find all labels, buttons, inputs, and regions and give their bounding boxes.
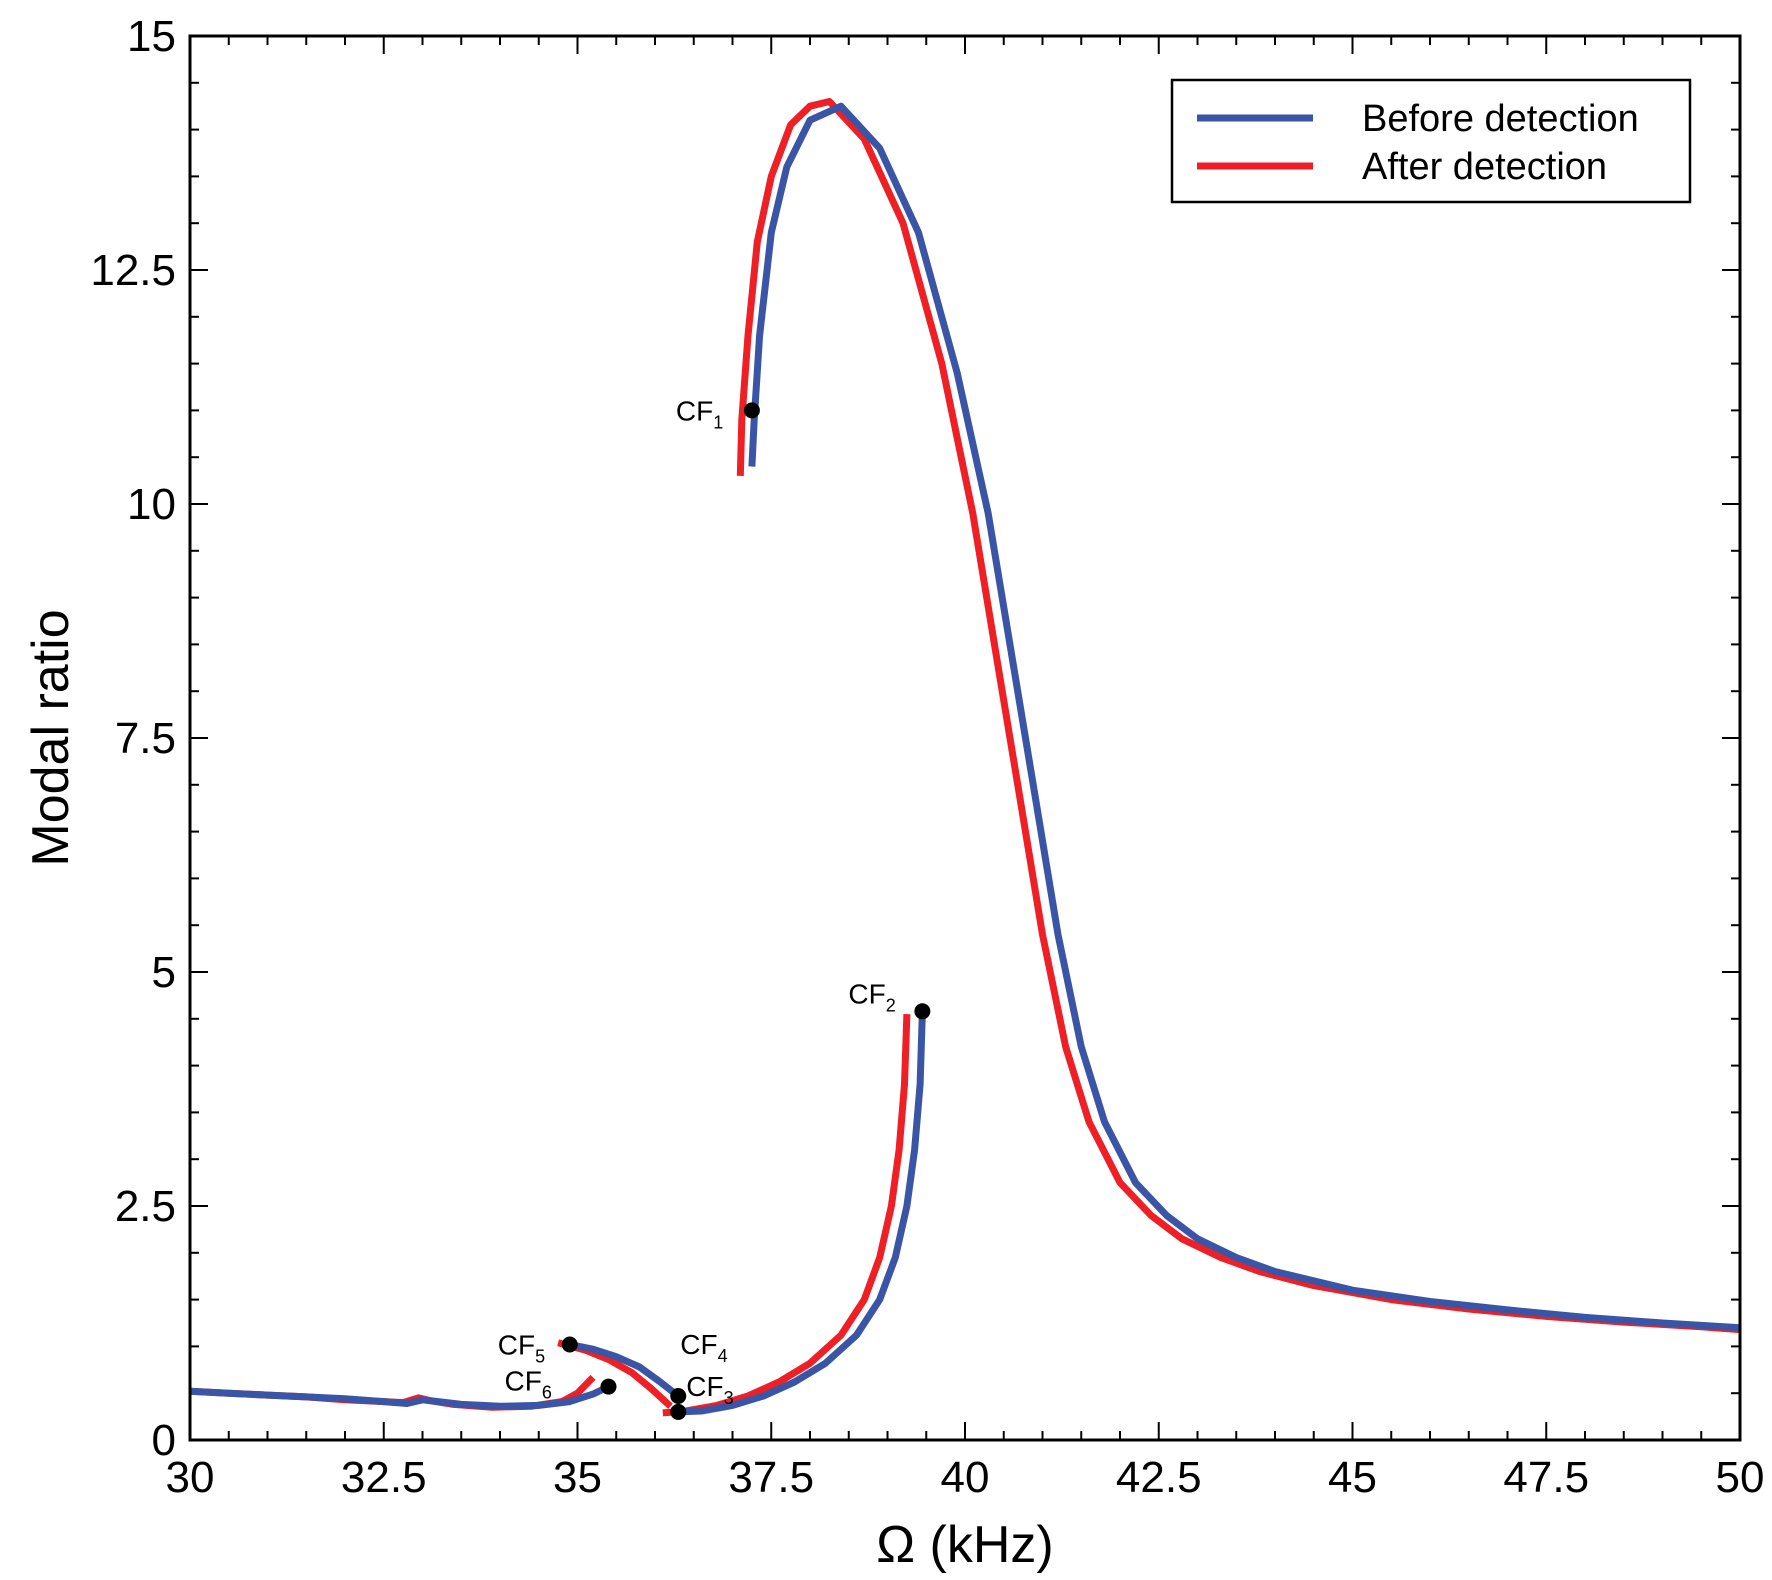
cf6-label: CF6 [505,1366,552,1403]
before-detection-line-branch-1 [748,102,1741,1332]
y-tick-label: 12.5 [90,246,176,295]
x-tick-label: 42.5 [1116,1453,1202,1502]
legend: Before detection After detection [1170,78,1692,204]
x-axis-title: Ω (kHz) [876,1516,1054,1574]
cf2-marker [914,1003,931,1020]
plot-frame [188,34,1742,1442]
x-tick-label: 30 [166,1453,215,1502]
cf5-label: CF5 [498,1330,545,1367]
cf1-marker [743,402,760,419]
cf6-marker [600,1378,617,1395]
cf4-marker [670,1388,687,1405]
y-tick-label: 7.5 [115,714,176,763]
cf4-label: CF4 [680,1329,727,1366]
legend-label-after: After detection [1362,146,1607,188]
before-detection-line-branch-4 [189,1383,611,1410]
y-axis-title: Modal ratio [22,609,80,866]
cf3-label: CF3 [686,1371,733,1408]
cf2-label: CF2 [848,978,895,1015]
after-detection-line-branch-1 [736,98,1741,1334]
before-detection-line-branch-2 [678,1011,926,1416]
x-tick-label: 32.5 [341,1453,427,1502]
cf5-marker [561,1336,578,1353]
x-tick-label: 35 [553,1453,602,1502]
before-detection-line-branch-3 [569,1341,681,1399]
y-tick-label: 2.5 [115,1182,176,1231]
cf3-marker [670,1403,687,1420]
y-tick-label: 5 [152,948,176,997]
x-tick-label: 50 [1716,1453,1765,1502]
axis-ticks [189,35,1741,1441]
tick-labels: 30 32.5 35 37.5 40 42.5 45 47.5 50 0 2.5 5 7.5 10 12.5… [90,12,1764,1502]
x-tick-label: 37.5 [728,1453,814,1502]
y-tick-label: 0 [152,1416,176,1465]
y-tick-label: 10 [127,480,176,529]
y-tick-label: 15 [127,12,176,61]
series-layer [189,98,1741,1417]
x-tick-label: 47.5 [1503,1453,1589,1502]
legend-label-before: Before detection [1362,98,1639,140]
cf1-label: CF1 [676,395,723,432]
x-tick-label: 40 [941,1453,990,1502]
x-tick-label: 45 [1328,1453,1377,1502]
legend-box [1170,78,1692,204]
